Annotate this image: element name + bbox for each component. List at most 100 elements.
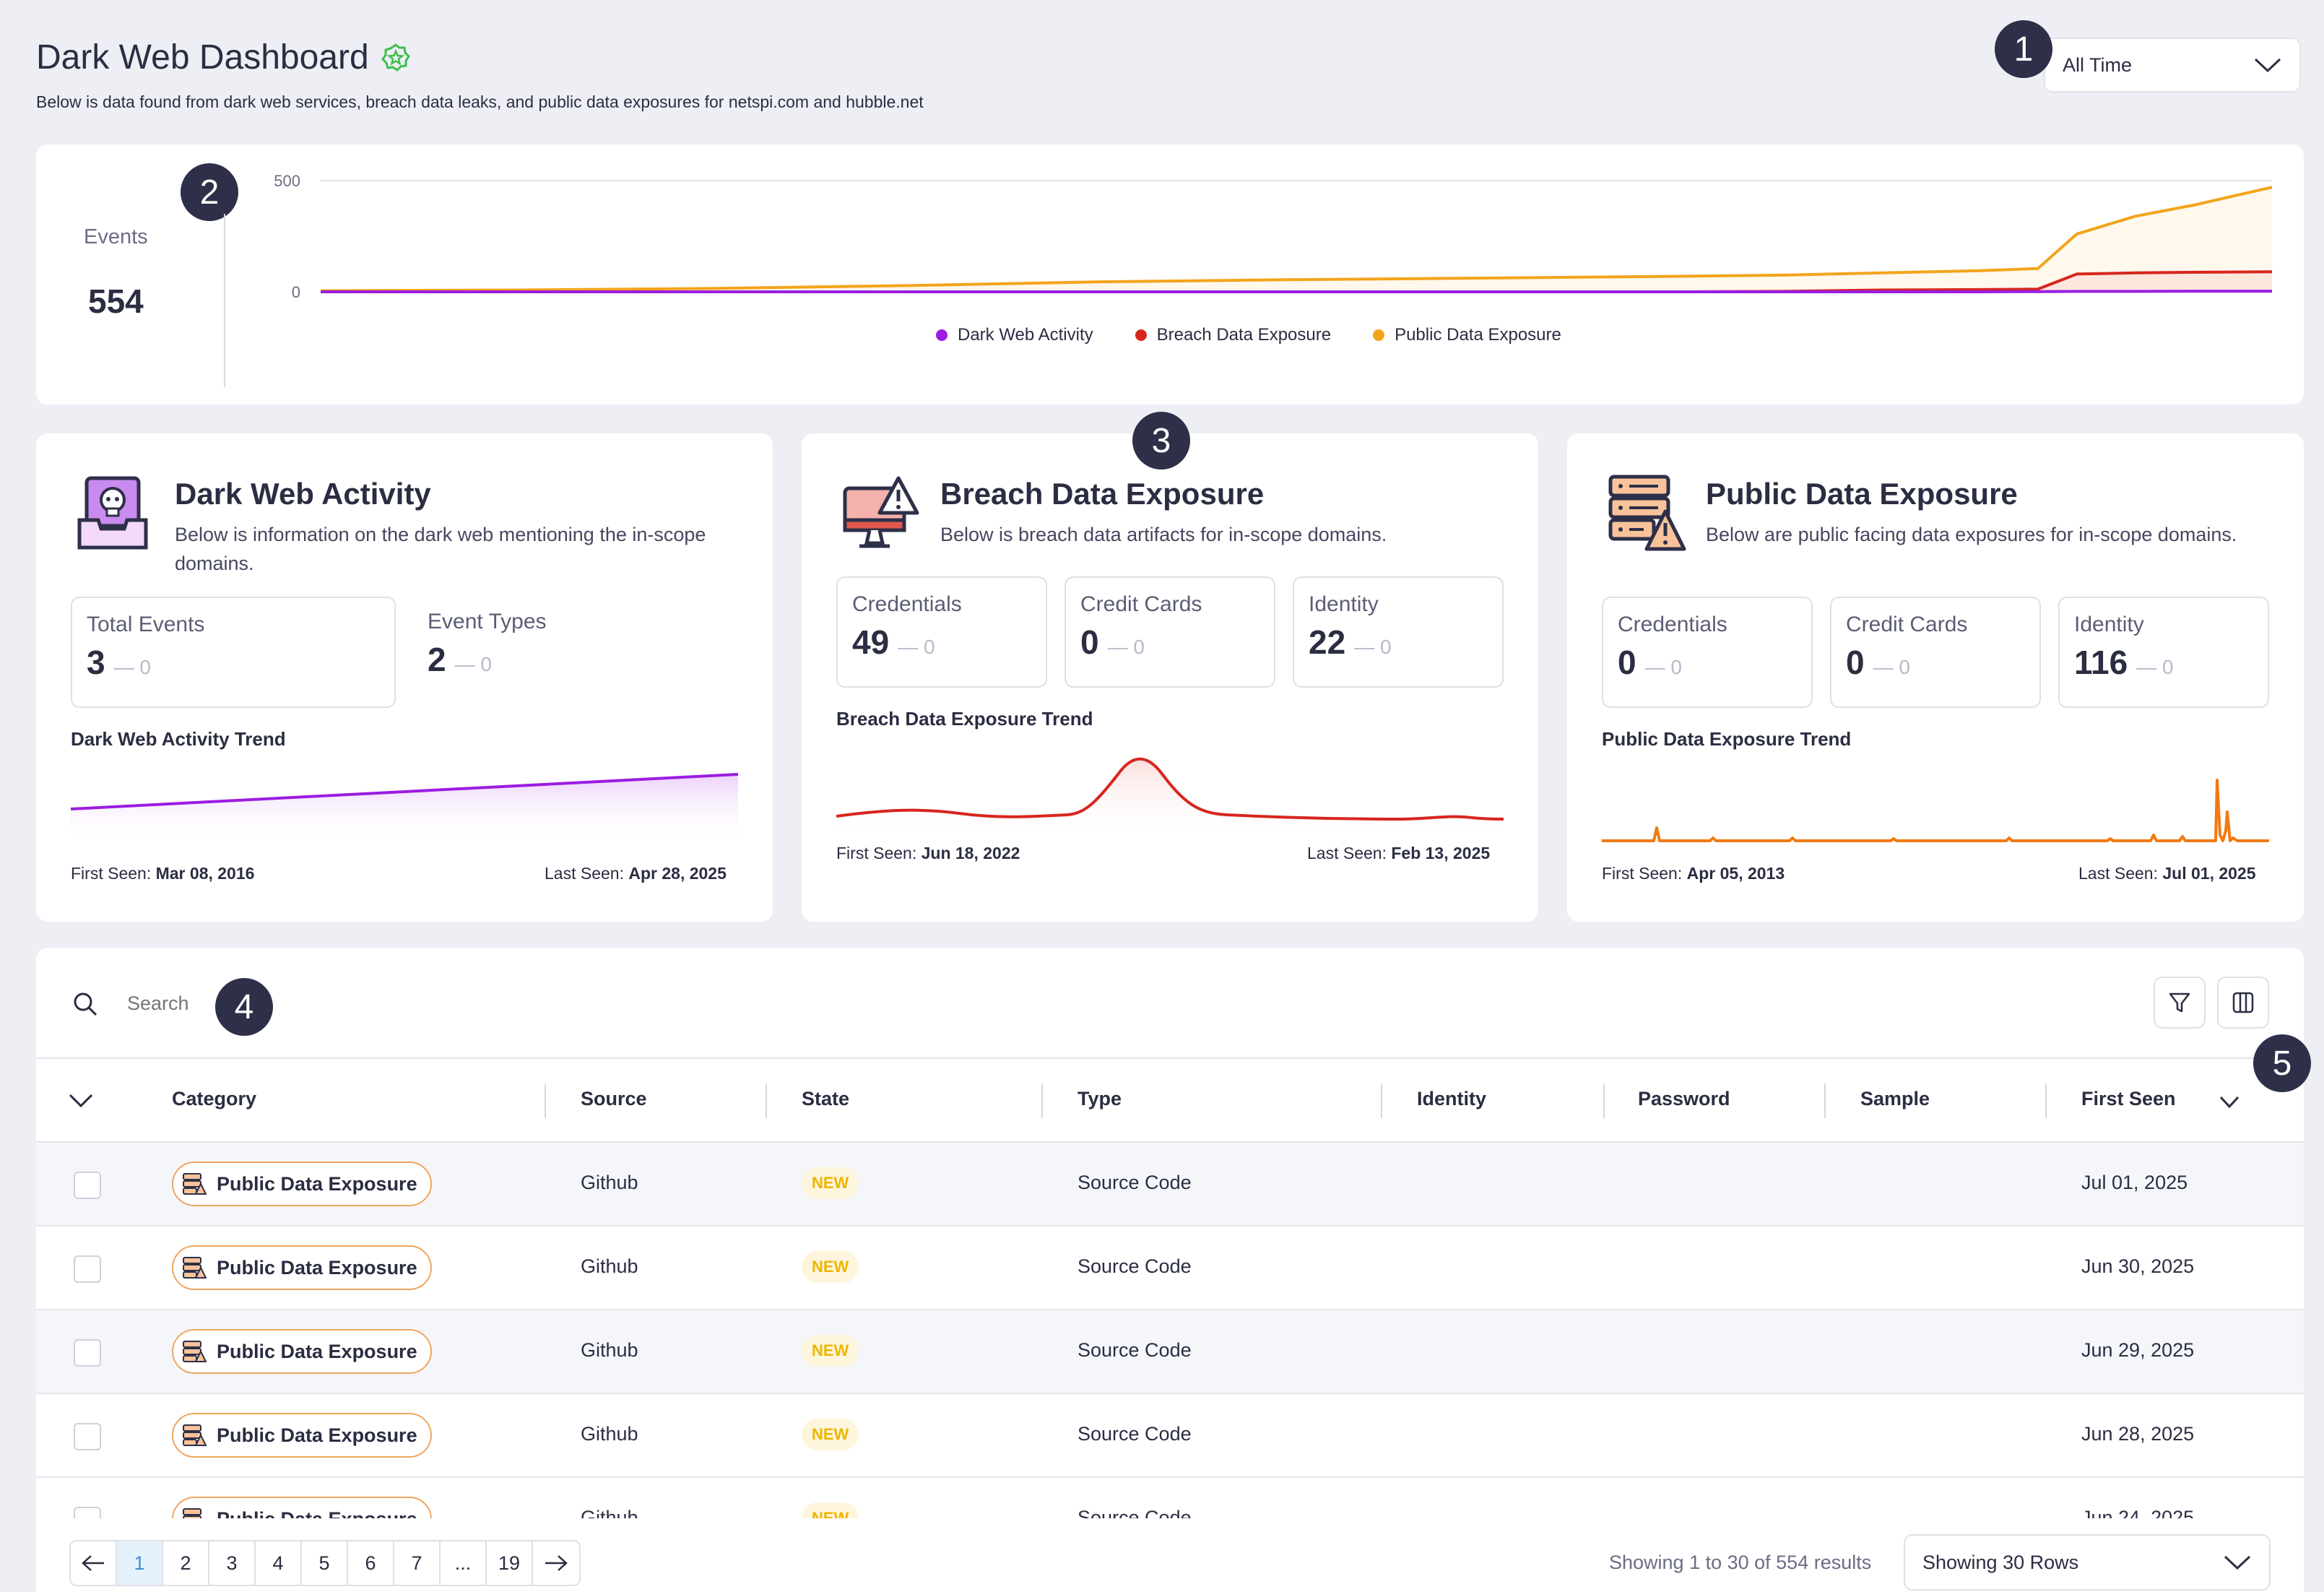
stat-breach-credentials[interactable]: Credentials 49 — 0 — [836, 576, 1047, 688]
page-button[interactable]: 4 — [256, 1541, 302, 1585]
row-checkbox[interactable] — [74, 1507, 101, 1518]
first-seen-cell: Jul 01, 2025 — [2081, 1172, 2188, 1193]
public-title: Public Data Exposure — [1706, 477, 2018, 511]
columns-button[interactable] — [2217, 977, 2269, 1029]
row-checkbox[interactable] — [74, 1172, 101, 1199]
page-button[interactable]: 19 — [487, 1541, 533, 1585]
column-header-category[interactable]: Category — [172, 1088, 257, 1109]
stat-label: Credentials — [1618, 613, 1727, 636]
table-row[interactable]: Public Data Exposure Github NEW Source C… — [36, 1478, 2304, 1518]
column-divider[interactable] — [1603, 1083, 1605, 1118]
chevron-down-icon — [2224, 1555, 2251, 1570]
marker-5: 5 — [2253, 1034, 2311, 1092]
column-header-password[interactable]: Password — [1638, 1088, 1730, 1109]
column-divider[interactable] — [1824, 1083, 1826, 1118]
stat-delta: — 0 — [1354, 636, 1392, 658]
series-line[interactable] — [321, 290, 2272, 293]
table-row[interactable]: Public Data Exposure Github NEW Source C… — [36, 1143, 2304, 1227]
stat-breach-identity[interactable]: Identity 22 — 0 — [1293, 576, 1504, 688]
type-cell: Source Code — [1078, 1423, 1192, 1445]
rows-per-page-value: Showing 30 Rows — [1922, 1551, 2079, 1573]
page-button[interactable]: 2 — [163, 1541, 209, 1585]
prev-page-button[interactable] — [71, 1541, 117, 1585]
first-seen-cell: Jun 29, 2025 — [2081, 1339, 2195, 1361]
state-badge: NEW — [802, 1419, 859, 1450]
first-seen-cell: Jun 28, 2025 — [2081, 1423, 2195, 1445]
table-row-partial[interactable]: Public Data Exposure Github NEW Source C… — [36, 1478, 2304, 1518]
column-divider[interactable] — [1041, 1083, 1043, 1118]
row-checkbox[interactable] — [74, 1423, 101, 1450]
stat-label: Total Events — [87, 613, 205, 636]
rows-per-page-select[interactable]: Showing 30 Rows — [1904, 1534, 2271, 1591]
row-checkbox[interactable] — [74, 1339, 101, 1367]
events-line-chart: 500 0 — [274, 172, 2273, 301]
type-cell: Source Code — [1078, 1339, 1192, 1361]
legend-dot-icon — [1373, 329, 1385, 341]
column-header-state[interactable]: State — [802, 1088, 850, 1109]
series-line[interactable] — [320, 186, 2273, 293]
page-button[interactable]: 5 — [302, 1541, 348, 1585]
sort-desc-chevron-icon[interactable] — [2219, 1095, 2240, 1109]
dark-web-description: Below is information on the dark web men… — [175, 524, 706, 574]
search-input[interactable] — [127, 984, 214, 1023]
type-cell: Source Code — [1078, 1507, 1192, 1518]
events-label: Events — [84, 225, 148, 248]
page-button[interactable]: 7 — [394, 1541, 441, 1585]
stat-delta: — 0 — [1644, 656, 1682, 678]
page-button[interactable]: 3 — [209, 1541, 256, 1585]
stat-value: 116 — [2074, 644, 2128, 681]
expand-all-chevron-icon[interactable] — [68, 1092, 94, 1109]
source-cell: Github — [581, 1507, 638, 1518]
stat-value: 0 — [1846, 644, 1865, 681]
category-pill: Public Data Exposure — [172, 1413, 432, 1458]
trend-line — [71, 773, 738, 810]
breach-title: Breach Data Exposure — [940, 477, 1265, 511]
stat-public-credit-cards[interactable]: Credit Cards 0 — 0 — [1830, 597, 2041, 708]
column-header-first-seen[interactable]: First Seen — [2081, 1088, 2176, 1109]
column-header-source[interactable]: Source — [581, 1088, 647, 1109]
table-row[interactable]: Public Data Exposure Github NEW Source C… — [36, 1394, 2304, 1478]
column-header-sample[interactable]: Sample — [1860, 1088, 1930, 1109]
stat-label: Credit Cards — [1846, 613, 1968, 636]
dark-web-trend-title: Dark Web Activity Trend — [71, 728, 286, 750]
type-cell: Source Code — [1078, 1172, 1192, 1193]
legend-item-public[interactable]: Public Data Exposure — [1373, 325, 1561, 345]
legend-item-dark-web[interactable]: Dark Web Activity — [936, 325, 1093, 345]
column-divider[interactable] — [545, 1083, 546, 1118]
table-row[interactable]: Public Data Exposure Github NEW Source C… — [36, 1310, 2304, 1394]
stat-event-types[interactable]: Event Types 2 — 0 — [412, 597, 737, 708]
page-button[interactable]: 1 — [117, 1541, 163, 1585]
filter-button[interactable] — [2154, 977, 2206, 1029]
column-divider[interactable] — [766, 1083, 767, 1118]
category-label: Public Data Exposure — [217, 1172, 417, 1195]
breach-last-seen: Last Seen: Feb 13, 2025 — [1307, 844, 1491, 862]
legend-item-breach[interactable]: Breach Data Exposure — [1135, 325, 1331, 345]
stat-breach-credit-cards[interactable]: Credit Cards 0 — 0 — [1065, 576, 1275, 688]
next-page-button[interactable] — [533, 1541, 579, 1585]
stat-public-identity[interactable]: Identity 116 — 0 — [2058, 597, 2269, 708]
trend-area — [71, 774, 738, 845]
stat-label: Credit Cards — [1080, 592, 1202, 616]
time-range-select[interactable]: All Time — [2044, 38, 2301, 92]
row-checkbox[interactable] — [74, 1255, 101, 1283]
breach-trend-chart — [836, 757, 1504, 838]
column-header-type[interactable]: Type — [1078, 1088, 1122, 1109]
page-button[interactable]: 6 — [348, 1541, 394, 1585]
events-total: 554 — [88, 282, 144, 320]
stat-value: 3 — [87, 644, 105, 681]
dark-web-icon — [77, 476, 148, 550]
marker-2: 2 — [181, 163, 238, 221]
legend-dot-icon — [936, 329, 948, 341]
column-divider[interactable] — [1381, 1083, 1382, 1118]
column-header-identity[interactable]: Identity — [1417, 1088, 1487, 1109]
stat-total-events[interactable]: Total Events 3 — 0 — [71, 597, 396, 708]
column-divider[interactable] — [2045, 1083, 2047, 1118]
arrow-left-icon — [82, 1555, 104, 1571]
page-subtitle: Below is data found from dark web servic… — [36, 92, 924, 111]
state-badge: NEW — [802, 1502, 859, 1518]
server-warning-icon — [183, 1424, 207, 1446]
table-row[interactable]: Public Data Exposure Github NEW Source C… — [36, 1227, 2304, 1310]
search-icon — [74, 992, 97, 1016]
events-divider — [224, 214, 225, 387]
stat-public-credentials[interactable]: Credentials 0 — 0 — [1602, 597, 1813, 708]
